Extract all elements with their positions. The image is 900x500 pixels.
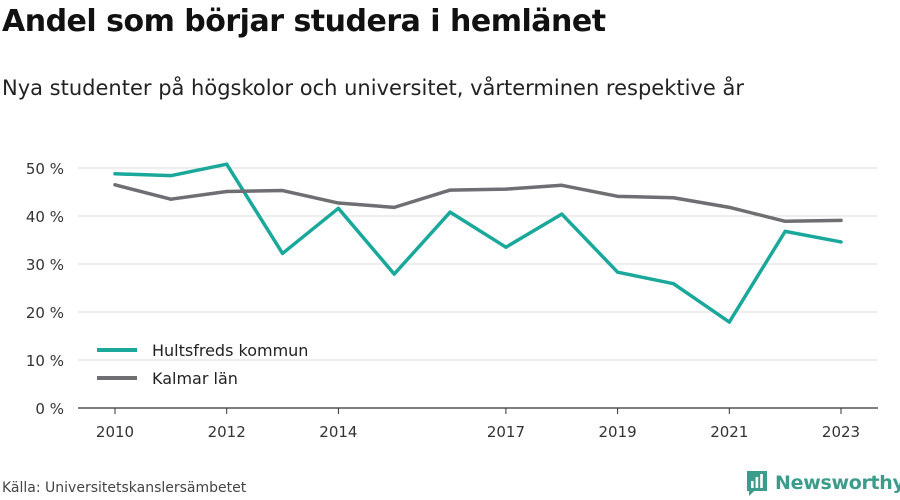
line-chart: 0 % 10 % 20 % 30 % 40 % 50 % 2010 2012 2014 2017 2… — [26, 160, 878, 441]
x-tick-label: 2021 — [710, 423, 748, 441]
data-point — [839, 218, 843, 222]
y-tick-label: 10 % — [26, 352, 64, 370]
brand-name: Newsworthy — [775, 472, 900, 494]
x-tick-label: 2019 — [599, 423, 637, 441]
data-point — [671, 196, 676, 200]
x-tick-label: 2010 — [96, 423, 134, 441]
chart-title: Andel som börjar studera i hemlänet — [2, 4, 606, 39]
data-point — [225, 162, 229, 166]
legend-label: Hultsfreds kommun — [152, 341, 308, 360]
data-point — [448, 188, 452, 192]
series-line — [113, 183, 843, 224]
data-point — [727, 205, 731, 209]
x-tick-label: 2014 — [319, 423, 357, 441]
y-tick-label: 50 % — [26, 160, 64, 178]
data-point — [504, 187, 508, 191]
data-point — [113, 172, 117, 176]
data-point — [671, 282, 676, 286]
data-point — [839, 240, 843, 244]
data-point — [336, 201, 340, 205]
data-point — [560, 212, 564, 216]
source-note: Källa: Universitetskanslersämbetet — [2, 480, 247, 496]
chart-subtitle: Nya studenter på högskolor och universit… — [2, 76, 744, 100]
data-point — [225, 189, 229, 194]
series-line — [113, 162, 843, 324]
data-point — [336, 206, 340, 210]
data-point — [727, 320, 731, 324]
data-point — [616, 270, 620, 274]
y-tick-label: 30 % — [26, 256, 64, 274]
data-point — [448, 210, 452, 214]
y-tick-label: 0 % — [35, 400, 64, 418]
data-point — [280, 251, 285, 256]
data-point — [392, 205, 396, 209]
data-point — [113, 183, 117, 187]
data-point — [280, 188, 285, 193]
data-point — [783, 219, 787, 223]
data-point — [560, 183, 564, 187]
data-point — [392, 272, 396, 276]
data-point — [169, 174, 173, 178]
bar-chart-logo-icon — [747, 471, 767, 496]
x-tick-label: 2012 — [208, 423, 246, 441]
data-point — [616, 194, 620, 198]
legend-label: Kalmar län — [152, 369, 238, 388]
brand-logo: Newsworthy — [745, 468, 900, 498]
x-tick-label: 2017 — [487, 423, 525, 441]
data-point — [783, 229, 787, 233]
data-point — [504, 245, 508, 249]
y-tick-label: 40 % — [26, 208, 64, 226]
y-tick-label: 20 % — [26, 304, 64, 322]
data-point — [169, 197, 173, 201]
x-tick-label: 2023 — [822, 423, 860, 441]
